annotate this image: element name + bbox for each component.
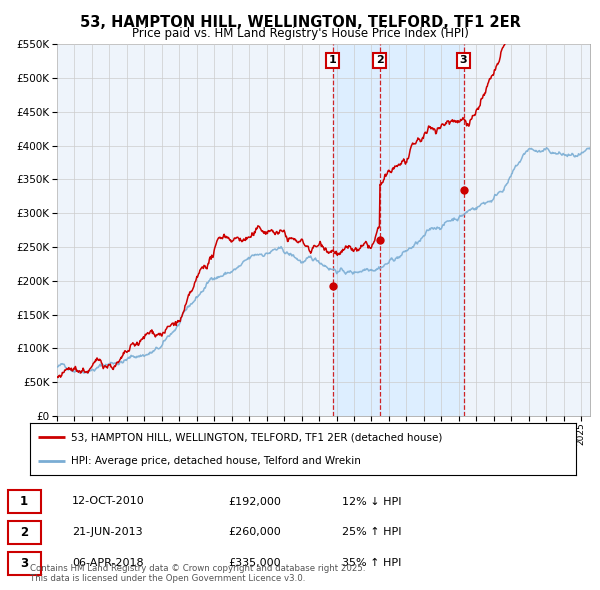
Text: 2: 2 — [20, 526, 28, 539]
Text: 06-APR-2018: 06-APR-2018 — [72, 559, 143, 568]
Text: £192,000: £192,000 — [228, 497, 281, 506]
Text: 2: 2 — [376, 55, 383, 65]
FancyBboxPatch shape — [7, 521, 41, 544]
Text: Price paid vs. HM Land Registry's House Price Index (HPI): Price paid vs. HM Land Registry's House … — [131, 27, 469, 40]
Text: 3: 3 — [20, 557, 28, 570]
Text: 12-OCT-2010: 12-OCT-2010 — [72, 497, 145, 506]
Text: Contains HM Land Registry data © Crown copyright and database right 2025.
This d: Contains HM Land Registry data © Crown c… — [30, 563, 365, 583]
Text: 12% ↓ HPI: 12% ↓ HPI — [342, 497, 401, 506]
Text: 3: 3 — [460, 55, 467, 65]
Text: £335,000: £335,000 — [228, 559, 281, 568]
Text: 53, HAMPTON HILL, WELLINGTON, TELFORD, TF1 2ER: 53, HAMPTON HILL, WELLINGTON, TELFORD, T… — [80, 15, 520, 30]
Text: 1: 1 — [329, 55, 337, 65]
Text: 35% ↑ HPI: 35% ↑ HPI — [342, 559, 401, 568]
FancyBboxPatch shape — [7, 552, 41, 575]
Text: HPI: Average price, detached house, Telford and Wrekin: HPI: Average price, detached house, Telf… — [71, 456, 361, 466]
Text: 53, HAMPTON HILL, WELLINGTON, TELFORD, TF1 2ER (detached house): 53, HAMPTON HILL, WELLINGTON, TELFORD, T… — [71, 432, 442, 442]
Text: 1: 1 — [20, 495, 28, 508]
Text: 25% ↑ HPI: 25% ↑ HPI — [342, 527, 401, 537]
FancyBboxPatch shape — [7, 490, 41, 513]
Text: 21-JUN-2013: 21-JUN-2013 — [72, 527, 143, 537]
Text: £260,000: £260,000 — [228, 527, 281, 537]
Bar — [333, 44, 464, 416]
